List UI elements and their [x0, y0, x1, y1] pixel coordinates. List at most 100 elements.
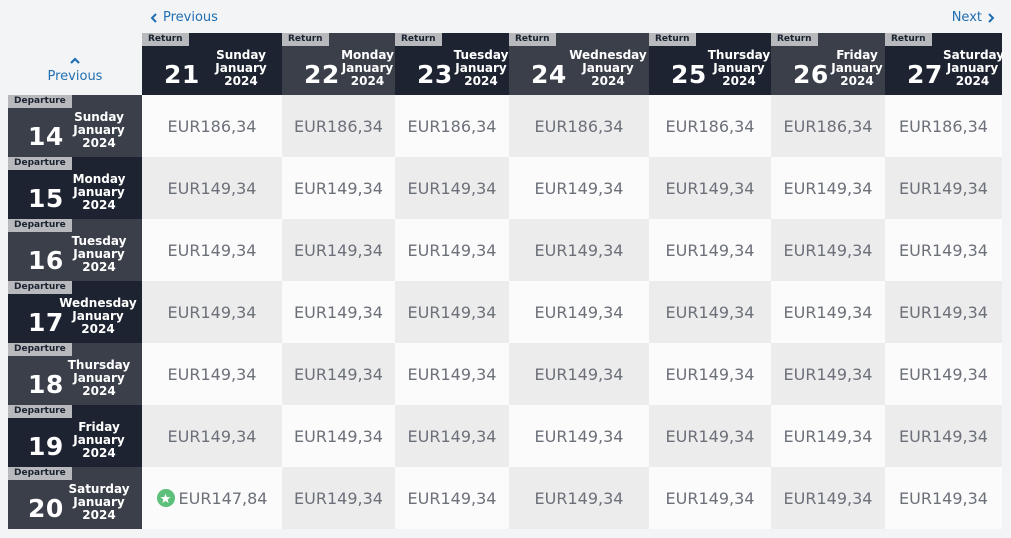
price-cell[interactable]: EUR149,34 — [282, 405, 395, 467]
price-cell[interactable]: EUR186,34 — [282, 95, 395, 157]
year-label: 2024 — [840, 74, 874, 88]
departure-tag: Departure — [8, 219, 72, 232]
return-date-header-27[interactable]: Return 27 Saturday January 2024 — [885, 33, 1004, 95]
price-label: EUR186,34 — [167, 116, 257, 136]
departure-date-header-15[interactable]: Departure 15 Monday January 2024 — [8, 157, 142, 219]
price-cell[interactable]: EUR149,34 — [771, 467, 885, 529]
price-label: EUR149,34 — [407, 302, 497, 322]
price-label: EUR149,34 — [534, 364, 624, 384]
price-label: EUR149,34 — [899, 488, 988, 508]
price-cell[interactable]: EUR149,34 — [142, 281, 282, 343]
price-label: EUR149,34 — [167, 364, 257, 384]
price-cell[interactable]: EUR149,34 — [649, 343, 771, 405]
price-cell[interactable]: EUR149,34 — [771, 281, 885, 343]
price-cell[interactable]: EUR149,34 — [142, 219, 282, 281]
price-cell[interactable]: EUR149,34 — [282, 343, 395, 405]
price-cell[interactable]: EUR149,34 — [395, 157, 509, 219]
price-label: EUR149,34 — [294, 426, 383, 446]
price-cell[interactable]: EUR149,34 — [395, 219, 509, 281]
price-cell[interactable]: EUR149,34 — [509, 281, 649, 343]
next-week-link[interactable]: Next — [952, 10, 996, 25]
price-cell[interactable]: EUR149,34 — [649, 467, 771, 529]
month-label: January — [73, 371, 125, 385]
return-date-text: Monday January 2024 — [340, 49, 395, 88]
price-cell[interactable]: EUR149,34 — [885, 467, 1002, 529]
return-day-number: 21 — [164, 60, 200, 89]
price-cell[interactable]: EUR149,34 — [282, 157, 395, 219]
price-cell[interactable]: EUR149,34 — [885, 405, 1002, 467]
departure-date-header-19[interactable]: Departure 19 Friday January 2024 — [8, 405, 142, 467]
return-date-header-23[interactable]: Return 23 Tuesday January 2024 — [395, 33, 509, 95]
price-cell[interactable]: EUR149,34 — [885, 219, 1002, 281]
price-cell[interactable]: EUR147,84 — [142, 467, 282, 529]
price-cell[interactable]: EUR149,34 — [395, 343, 509, 405]
price-cell[interactable]: EUR186,34 — [649, 95, 771, 157]
price-cell[interactable]: EUR149,34 — [509, 219, 649, 281]
price-cell[interactable]: EUR149,34 — [395, 281, 509, 343]
price-cell[interactable]: EUR149,34 — [885, 281, 1002, 343]
chevron-right-icon — [988, 12, 995, 23]
price-cell[interactable]: EUR149,34 — [395, 467, 509, 529]
month-label: January — [831, 61, 883, 75]
weekday-label: Thursday — [67, 358, 131, 372]
price-cell[interactable]: EUR149,34 — [771, 343, 885, 405]
price-label: EUR149,34 — [665, 364, 755, 384]
price-cell[interactable]: EUR149,34 — [509, 343, 649, 405]
price-cell[interactable]: EUR186,34 — [142, 95, 282, 157]
price-label: EUR149,34 — [167, 426, 257, 446]
price-cell[interactable]: EUR149,34 — [142, 343, 282, 405]
departure-day-number: 17 — [28, 308, 64, 337]
price-label: EUR149,34 — [294, 178, 383, 198]
departure-day-number: 14 — [28, 122, 64, 151]
previous-week-link[interactable]: Previous — [149, 10, 218, 25]
price-cell[interactable]: EUR149,34 — [771, 405, 885, 467]
star-icon — [156, 489, 175, 507]
departure-date-header-20[interactable]: Departure 20 Saturday January 2024 — [8, 467, 142, 529]
price-cell[interactable]: EUR149,34 — [649, 281, 771, 343]
return-tag: Return — [649, 33, 696, 46]
price-cell[interactable]: EUR149,34 — [142, 157, 282, 219]
month-label: January — [713, 61, 765, 75]
year-label: 2024 — [82, 260, 116, 274]
departure-date-header-18[interactable]: Departure 18 Thursday January 2024 — [8, 343, 142, 405]
price-cell[interactable]: EUR186,34 — [509, 95, 649, 157]
return-date-header-26[interactable]: Return 26 Friday January 2024 — [771, 33, 885, 95]
price-cell[interactable]: EUR149,34 — [885, 157, 1002, 219]
price-cell[interactable]: EUR149,34 — [509, 405, 649, 467]
price-label: EUR149,34 — [899, 426, 988, 446]
price-cell[interactable]: EUR149,34 — [771, 219, 885, 281]
price-cell[interactable]: EUR149,34 — [142, 405, 282, 467]
price-cell[interactable]: EUR149,34 — [282, 467, 395, 529]
price-cell[interactable]: EUR149,34 — [509, 467, 649, 529]
weekday-label: Monday — [341, 48, 394, 62]
price-label: EUR149,34 — [407, 240, 497, 260]
year-label: 2024 — [591, 74, 625, 88]
return-date-header-24[interactable]: Return 24 Wednesday January 2024 — [509, 33, 649, 95]
price-cell[interactable]: EUR186,34 — [395, 95, 509, 157]
return-date-header-21[interactable]: Return 21 Sunday January 2024 — [142, 33, 282, 95]
previous-departure-link[interactable]: Previous — [8, 55, 142, 84]
price-cell[interactable]: EUR186,34 — [885, 95, 1002, 157]
departure-tag: Departure — [8, 157, 72, 170]
price-cell[interactable]: EUR149,34 — [282, 281, 395, 343]
price-label: EUR149,34 — [783, 426, 873, 446]
price-cell[interactable]: EUR149,34 — [282, 219, 395, 281]
price-cell[interactable]: EUR186,34 — [771, 95, 885, 157]
price-cell[interactable]: EUR149,34 — [771, 157, 885, 219]
departure-date-header-17[interactable]: Departure 17 Wednesday January 2024 — [8, 281, 142, 343]
return-date-header-22[interactable]: Return 22 Monday January 2024 — [282, 33, 395, 95]
price-cell[interactable]: EUR149,34 — [509, 157, 649, 219]
departure-day-number: 19 — [28, 432, 64, 461]
price-cell[interactable]: EUR149,34 — [395, 405, 509, 467]
price-cell[interactable]: EUR149,34 — [649, 157, 771, 219]
return-date-header-25[interactable]: Return 25 Thursday January 2024 — [649, 33, 771, 95]
price-cell[interactable]: EUR149,34 — [649, 219, 771, 281]
price-label: EUR149,34 — [899, 178, 988, 198]
price-label: EUR149,34 — [783, 302, 873, 322]
departure-date-header-14[interactable]: Departure 14 Sunday January 2024 — [8, 95, 142, 157]
price-cell[interactable]: EUR149,34 — [885, 343, 1002, 405]
departure-date-header-16[interactable]: Departure 16 Tuesday January 2024 — [8, 219, 142, 281]
year-label: 2024 — [82, 446, 116, 460]
price-cell[interactable]: EUR149,34 — [649, 405, 771, 467]
departure-day-number: 20 — [28, 494, 64, 523]
